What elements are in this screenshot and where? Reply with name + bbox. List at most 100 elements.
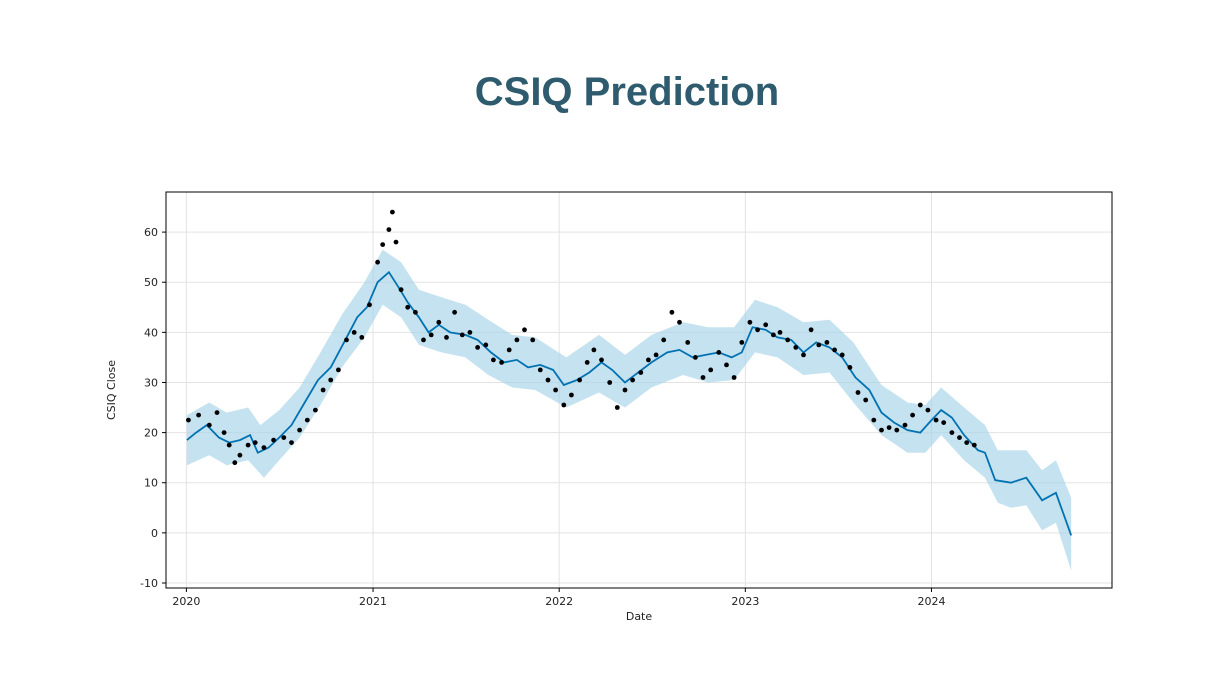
data-point: [693, 355, 698, 360]
x-tick-label: 2023: [731, 595, 759, 608]
data-point: [351, 330, 357, 335]
data-point: [436, 319, 442, 325]
data-point: [708, 367, 714, 373]
data-point: [785, 337, 791, 343]
data-point: [452, 309, 457, 315]
data-point: [653, 352, 659, 358]
data-point: [196, 412, 202, 418]
data-point: [886, 425, 892, 430]
actual-points: [186, 209, 977, 466]
data-point: [801, 352, 806, 358]
data-point: [584, 360, 590, 365]
data-point: [724, 362, 729, 368]
forecast-line: [186, 270, 1073, 536]
data-point: [375, 259, 380, 265]
data-point: [763, 322, 769, 328]
data-point: [537, 367, 543, 373]
y-tick-label: 40: [144, 326, 158, 339]
y-tick-label: 10: [144, 477, 158, 490]
data-point: [731, 375, 737, 380]
data-point: [957, 435, 962, 440]
data-point: [386, 227, 392, 233]
data-point: [839, 352, 845, 358]
y-axis-ticks: -10 0 10 20 30 40 50 60: [140, 226, 166, 590]
data-point: [390, 209, 395, 215]
data-point: [421, 337, 426, 343]
data-point: [380, 242, 386, 248]
data-point: [677, 319, 682, 325]
data-point: [281, 435, 287, 440]
data-point: [577, 377, 582, 383]
data-point: [599, 357, 604, 363]
data-point: [622, 387, 628, 393]
data-point: [336, 367, 341, 373]
data-point: [393, 239, 399, 245]
data-point: [669, 309, 675, 315]
data-point: [304, 417, 310, 423]
data-point: [879, 427, 884, 433]
data-point: [226, 442, 232, 448]
x-tick-label: 2022: [545, 595, 573, 608]
data-point: [475, 345, 480, 350]
x-axis-label: Date: [626, 610, 653, 623]
data-point: [506, 347, 512, 353]
data-point: [444, 335, 449, 340]
x-axis-ticks: 2020 2021 2022 2023 2024: [172, 588, 945, 608]
data-point: [747, 319, 753, 325]
data-point: [459, 332, 465, 338]
data-point: [638, 370, 644, 375]
data-point: [902, 422, 908, 428]
data-point: [545, 377, 551, 383]
uncertainty-band: [186, 249, 1072, 571]
data-point: [949, 430, 955, 435]
data-point: [941, 420, 947, 425]
data-point: [328, 377, 334, 383]
data-point: [405, 304, 411, 310]
y-tick-label: 20: [144, 427, 158, 440]
data-point: [297, 427, 302, 433]
data-point: [777, 330, 783, 335]
data-point: [894, 427, 900, 433]
data-point: [561, 402, 567, 408]
data-point: [933, 417, 939, 423]
data-point: [816, 342, 822, 348]
data-point: [871, 417, 877, 423]
data-point: [398, 287, 404, 293]
y-axis-label: CSIQ Close: [105, 360, 118, 420]
data-point: [739, 340, 745, 345]
data-point: [313, 407, 318, 413]
data-point: [661, 337, 667, 343]
data-point: [646, 357, 651, 363]
data-point: [569, 392, 574, 398]
y-tick-label: 50: [144, 276, 158, 289]
data-point: [271, 437, 276, 443]
data-point: [483, 342, 489, 348]
data-point: [863, 397, 869, 403]
data-point: [614, 405, 620, 410]
data-point: [855, 390, 861, 395]
page-title: CSIQ Prediction: [474, 70, 780, 114]
data-point: [607, 380, 613, 385]
data-point: [413, 309, 418, 315]
data-point: [847, 365, 853, 370]
data-point: [237, 452, 243, 458]
y-tick-label: 60: [144, 226, 158, 239]
data-point: [832, 347, 837, 353]
data-point: [964, 440, 970, 445]
data-point: [793, 345, 799, 350]
x-tick-label: 2021: [359, 595, 387, 608]
data-point: [428, 332, 434, 338]
data-point: [344, 337, 349, 343]
y-tick-label: 30: [144, 376, 158, 389]
data-point: [910, 412, 915, 418]
data-point: [925, 407, 931, 413]
data-point: [252, 440, 258, 445]
data-point: [499, 360, 504, 365]
data-point: [261, 445, 267, 450]
data-point: [824, 340, 830, 345]
plot-frame: [165, 191, 1113, 589]
data-point: [917, 402, 923, 408]
data-point: [971, 442, 977, 448]
y-tick-label: -10: [140, 577, 158, 590]
